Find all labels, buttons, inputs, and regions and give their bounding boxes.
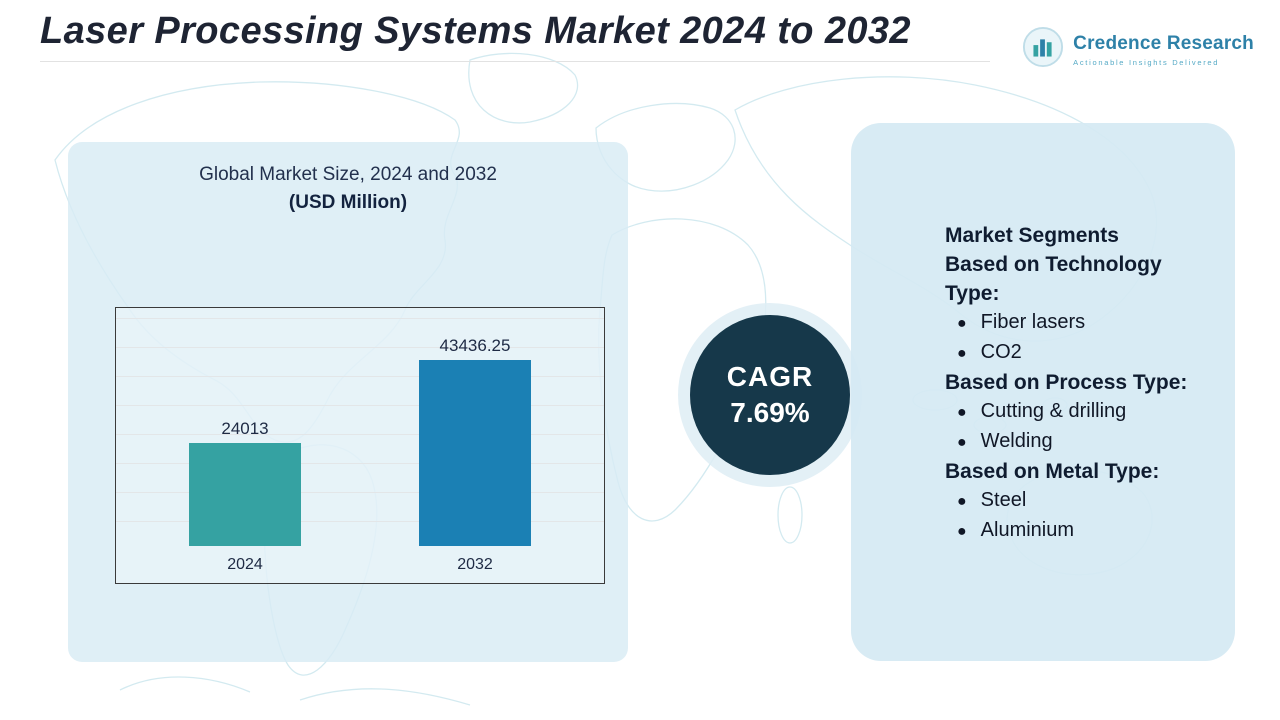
credence-logo: Credence Research Actionable Insights De…	[1022, 26, 1254, 73]
segment-item-label: Fiber lasers	[980, 311, 1086, 333]
list-item: ● Aluminium	[945, 516, 1207, 546]
list-item: ● CO2	[945, 338, 1207, 368]
bullet-icon: ●	[957, 434, 967, 451]
segment-item-label: Welding	[980, 430, 1053, 452]
segment-items-process: ● Cutting & drilling ● Welding	[945, 397, 1207, 457]
cagr-label: CAGR	[726, 361, 814, 392]
market-segments-panel: Market Segments Based on Technology Type…	[851, 123, 1235, 661]
chart-subtitle: (USD Million)	[288, 192, 408, 213]
logo-name: Credence Research	[1073, 32, 1254, 54]
segment-item-label: CO2	[980, 341, 1022, 363]
chart-title: Global Market Size, 2024 and 2032	[199, 164, 497, 185]
bar-chart: 24013 43436.25 2024 2032	[115, 307, 605, 584]
bar-group-2024: 24013	[189, 419, 301, 546]
x-axis-label-2024: 2024	[227, 556, 263, 573]
segment-group-metal: Based on Metal Type:	[945, 460, 1160, 483]
bar-value-2024: 24013	[221, 419, 269, 438]
bar-group-2032: 43436.25	[419, 336, 531, 546]
segment-group-process: Based on Process Type:	[945, 371, 1188, 394]
bullet-icon: ●	[957, 315, 967, 332]
list-item: ● Fiber lasers	[945, 308, 1207, 338]
x-axis-label-2032: 2032	[457, 556, 493, 573]
bar-2024	[189, 443, 301, 546]
cagr-value: 7.69%	[730, 397, 810, 428]
bullet-icon: ●	[957, 404, 967, 421]
list-item: ● Cutting & drilling	[945, 397, 1207, 427]
list-item: ● Steel	[945, 486, 1207, 516]
bar-value-2032: 43436.25	[439, 336, 511, 355]
cagr-badge: CAGR 7.69%	[690, 315, 850, 475]
header-divider	[40, 61, 990, 62]
segment-item-label: Cutting & drilling	[980, 400, 1127, 422]
segment-item-label: Steel	[980, 489, 1027, 511]
segments-heading: Market Segments	[945, 224, 1119, 247]
list-item: ● Welding	[945, 427, 1207, 457]
bar-2032	[419, 360, 531, 546]
page-title: Laser Processing Systems Market 2024 to …	[40, 10, 911, 52]
segment-group-technology: Based on Technology Type:	[945, 253, 1162, 305]
bullet-icon: ●	[957, 345, 967, 362]
bullet-icon: ●	[957, 493, 967, 510]
bullet-icon: ●	[957, 523, 967, 540]
market-size-panel: Global Market Size, 2024 and 2032 (USD M…	[68, 142, 628, 662]
bar-chart-logo-icon	[1022, 26, 1064, 73]
segment-items-technology: ● Fiber lasers ● CO2	[945, 308, 1207, 368]
segment-items-metal: ● Steel ● Aluminium	[945, 486, 1207, 546]
logo-tagline: Actionable Insights Delivered	[1073, 57, 1220, 67]
segment-item-label: Aluminium	[980, 519, 1075, 541]
